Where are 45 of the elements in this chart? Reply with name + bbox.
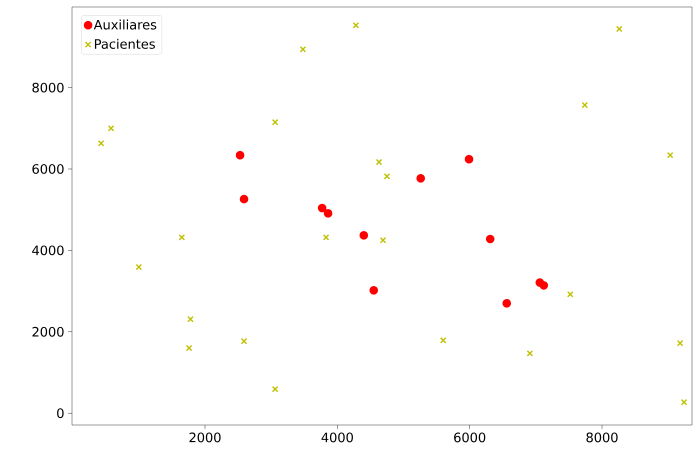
point (502, 299, 512, 308)
point (178, 234, 186, 241)
point (360, 231, 368, 240)
point (440, 337, 446, 344)
point (680, 398, 688, 406)
point (666, 152, 674, 158)
point (676, 340, 684, 346)
point (384, 173, 390, 180)
point (616, 26, 622, 32)
point (324, 209, 332, 218)
point (567, 291, 574, 298)
point (300, 46, 306, 53)
x-tick-label: 6000 (454, 432, 486, 442)
point (236, 150, 244, 160)
point (369, 286, 378, 295)
point (464, 154, 474, 164)
y-tick-label: 4000 (32, 245, 64, 256)
point (526, 350, 534, 357)
point (272, 118, 278, 126)
y-tick-label: 2000 (32, 326, 64, 337)
point (352, 22, 360, 29)
point (98, 140, 104, 147)
y-tick-label: 0 (57, 408, 64, 418)
y-tick-label: 6000 (32, 164, 64, 174)
x-tick-label: 2000 (189, 432, 221, 442)
legend-label: Pacientes (94, 38, 155, 49)
x-tick-label: 4000 (321, 432, 353, 442)
point (486, 234, 494, 244)
point (380, 236, 386, 244)
point (240, 338, 248, 344)
point (539, 281, 548, 290)
legend-label: Auxiliares (94, 20, 156, 30)
point (240, 194, 248, 204)
point (108, 125, 114, 132)
point (376, 158, 382, 166)
point (186, 344, 192, 352)
x-tick-label: 8000 (586, 432, 618, 442)
point (416, 174, 426, 183)
point (322, 234, 330, 241)
point (272, 386, 278, 392)
point (187, 316, 194, 322)
y-tick-label: 8000 (32, 82, 64, 92)
point (318, 204, 326, 212)
point (136, 264, 142, 270)
point (582, 102, 588, 108)
